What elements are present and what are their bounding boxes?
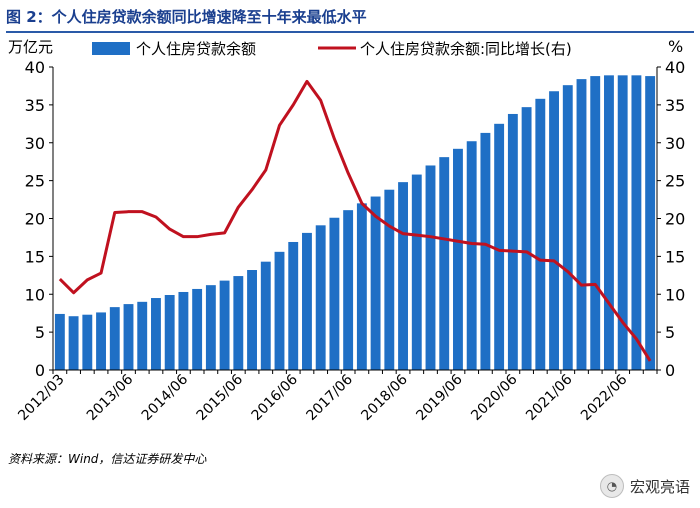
bar-26	[411, 174, 422, 370]
bar-17	[288, 241, 299, 370]
right-tick-label-40: 40	[665, 58, 685, 77]
bar-21	[343, 210, 354, 370]
bar-18	[302, 232, 312, 370]
line-path	[58, 79, 652, 362]
x-tick-label-6: 2018/06	[358, 371, 411, 424]
bar-34	[521, 107, 532, 371]
bar-25	[398, 182, 408, 370]
right-tick-label-30: 30	[665, 134, 685, 153]
bar-41	[617, 75, 628, 371]
bar-36	[549, 91, 559, 371]
bar-31	[480, 132, 491, 370]
left-tick-label-35: 35	[25, 96, 45, 115]
x-tick-label-9: 2021/06	[523, 371, 576, 424]
bar-14	[247, 270, 257, 370]
right-tick-label-20: 20	[665, 210, 685, 229]
x-tick-label-5: 2017/06	[304, 371, 357, 424]
source-note: 资料来源：Wind，信达证券研发中心	[8, 452, 207, 466]
x-tick-label-1: 2013/06	[84, 371, 137, 424]
right-tick-label-15: 15	[665, 247, 685, 266]
right-tick-label-0: 0	[665, 361, 675, 380]
bar-32	[494, 123, 505, 370]
bar-9	[178, 291, 189, 370]
watermark-text: 宏观亮语	[629, 477, 690, 496]
x-tick-label-4: 2016/06	[249, 371, 302, 424]
bar-20	[329, 217, 340, 370]
x-tick-label-2: 2014/06	[139, 371, 192, 424]
bar-1	[68, 316, 79, 370]
bar-19	[315, 225, 326, 370]
axes	[49, 66, 661, 374]
legend-bar-swatch	[92, 42, 130, 55]
bar-0	[54, 313, 65, 370]
left-tick-label-40: 40	[25, 58, 45, 77]
bar-42	[631, 75, 642, 371]
x-tick-label-3: 2015/06	[194, 371, 247, 424]
bar-3	[96, 312, 106, 370]
bar-40	[604, 75, 614, 371]
bar-15	[260, 261, 271, 370]
bar-4	[109, 307, 120, 370]
legend-line-label: 个人住房贷款余额:同比增长(右)	[360, 40, 572, 58]
bar-12	[219, 280, 230, 370]
bar-28	[439, 157, 450, 370]
left-tick-label-30: 30	[25, 134, 45, 153]
x-tick-label-10: 2022/06	[578, 371, 631, 424]
bar-27	[425, 165, 436, 370]
bar-30	[466, 141, 477, 370]
bar-13	[233, 276, 244, 370]
bar-6	[137, 301, 148, 370]
left-tick-label-5: 5	[35, 323, 45, 342]
right-tick-label-35: 35	[665, 96, 685, 115]
bar-16	[274, 251, 285, 370]
x-tick-label-8: 2020/06	[468, 371, 521, 424]
bar-22	[356, 203, 367, 370]
bar-35	[535, 98, 546, 370]
bar-29	[453, 148, 463, 370]
bar-10	[192, 288, 203, 370]
title-divider	[6, 31, 694, 33]
chart-title: 图 2：个人住房贷款余额同比增速降至十年来最低水平	[6, 8, 367, 26]
bar-43	[645, 76, 656, 370]
watermark: ◔ 宏观亮语	[599, 474, 690, 498]
legend: 个人住房贷款余额 个人住房贷款余额:同比增长(右)	[92, 40, 572, 58]
legend-bar-label: 个人住房贷款余额	[136, 40, 256, 58]
right-tick-label-25: 25	[665, 172, 685, 191]
x-tick-label-7: 2019/06	[413, 371, 466, 424]
left-tick-label-0: 0	[35, 361, 45, 380]
bar-5	[123, 304, 134, 370]
bar-2	[82, 314, 93, 370]
left-unit-label: 万亿元	[8, 38, 53, 56]
left-tick-label-25: 25	[25, 172, 45, 191]
right-unit-label: %	[668, 37, 683, 56]
right-tick-label-5: 5	[665, 323, 675, 342]
bar-24	[384, 189, 395, 370]
bar-8	[164, 295, 175, 370]
left-tick-label-10: 10	[25, 285, 45, 304]
bar-23	[370, 196, 381, 370]
bar-39	[590, 76, 601, 370]
bar-11	[205, 285, 216, 370]
right-tick-label-10: 10	[665, 285, 685, 304]
line-series	[58, 79, 652, 362]
bar-37	[562, 85, 573, 371]
wechat-icon: ◔	[599, 474, 624, 498]
left-tick-label-20: 20	[25, 210, 45, 229]
bar-38	[576, 79, 587, 371]
bar-33	[507, 113, 518, 370]
bar-series	[54, 75, 656, 371]
left-tick-label-15: 15	[25, 247, 45, 266]
bar-7	[151, 298, 161, 370]
